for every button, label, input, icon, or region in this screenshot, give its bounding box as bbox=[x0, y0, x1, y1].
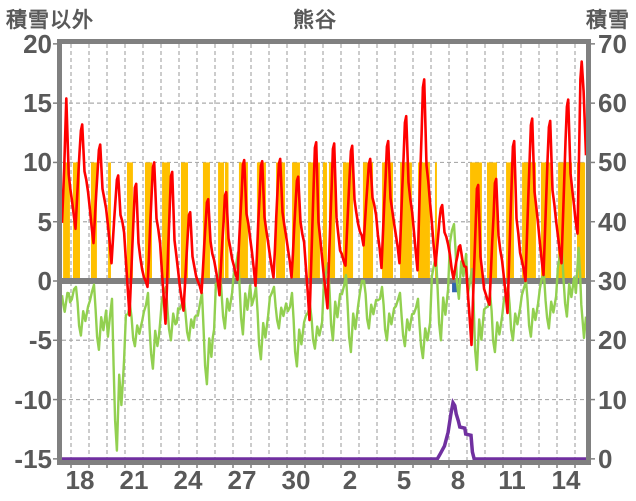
left-axis-tick-label: -5 bbox=[28, 325, 52, 356]
left-axis-tick-label: 5 bbox=[37, 206, 52, 237]
left-axis-tick-label: 10 bbox=[23, 147, 52, 178]
x-axis-tick-label: 11 bbox=[498, 465, 526, 495]
x-axis-tick-label: 24 bbox=[173, 465, 203, 495]
right-axis-tick-label: 50 bbox=[598, 147, 627, 178]
right-axis-tick-label: 10 bbox=[598, 384, 627, 415]
right-axis-tick-label: 0 bbox=[598, 443, 613, 474]
x-axis-tick-label: 18 bbox=[65, 465, 95, 495]
x-axis-tick-label: 14 bbox=[551, 465, 581, 495]
left-axis-tick-label: 20 bbox=[23, 28, 52, 59]
right-axis-tick-label: 20 bbox=[598, 325, 627, 356]
left-axis-tick-label: -15 bbox=[14, 443, 52, 474]
chart-title: 熊谷 bbox=[293, 9, 337, 32]
right-axis-title: 積雪 bbox=[586, 9, 630, 32]
right-axis-tick-label: 60 bbox=[598, 88, 627, 119]
right-axis-tick-label: 40 bbox=[598, 206, 627, 237]
x-axis-tick-label: 2 bbox=[342, 465, 358, 495]
right-axis-tick-label: 70 bbox=[598, 28, 627, 59]
left-axis-title: 積雪以外 bbox=[6, 9, 94, 32]
x-axis-tick-label: 5 bbox=[396, 465, 412, 495]
x-axis-tick-label: 8 bbox=[450, 465, 466, 495]
left-axis-tick-label: 15 bbox=[23, 88, 52, 119]
left-axis-tick-label: 0 bbox=[37, 266, 52, 296]
left-axis-tick-label: -10 bbox=[14, 384, 52, 415]
right-axis-tick-label: 30 bbox=[598, 266, 627, 296]
x-axis-tick-label: 27 bbox=[227, 465, 257, 495]
x-axis-tick-label: 21 bbox=[119, 465, 149, 495]
x-axis-tick-label: 30 bbox=[281, 465, 311, 495]
